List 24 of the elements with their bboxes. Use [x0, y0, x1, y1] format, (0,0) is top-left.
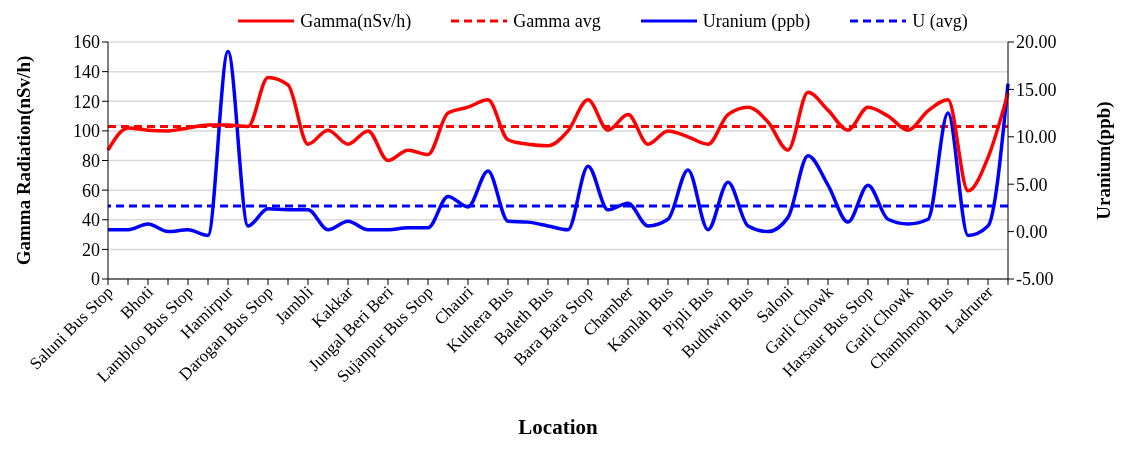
y2-tick-label: 20.00: [1016, 32, 1057, 53]
y-tick-label: 160: [73, 32, 100, 53]
y-tick-label: 100: [73, 121, 100, 142]
y2-tick-label: 10.00: [1016, 127, 1057, 148]
x-axis-title: Location: [518, 415, 598, 439]
y2-tick-label: -5.00: [1016, 269, 1054, 290]
line-series: [106, 49, 1010, 238]
line-series: [106, 75, 1010, 193]
y-tick-label: 40: [82, 210, 100, 231]
legend-label: Gamma(nSv/h): [300, 10, 412, 32]
y2-tick-label: 15.00: [1016, 79, 1057, 100]
legend-label: U (avg): [912, 10, 968, 32]
y-tick-label: 20: [82, 239, 100, 260]
y-tick-label: 80: [82, 150, 100, 171]
y2-tick-label: 5.00: [1016, 174, 1048, 195]
y2-axis-title: Uranium(ppb): [1092, 101, 1115, 220]
y-tick-label: 140: [73, 62, 100, 83]
y2-tick-label: 0.00: [1016, 221, 1048, 242]
y-tick-label: 0: [91, 269, 100, 290]
y-axis-title: Gamma Radiation(nSv/h): [12, 55, 35, 266]
legend-label: Uranium (ppb): [702, 10, 811, 32]
legend-label: Gamma avg: [513, 10, 601, 32]
y-tick-label: 60: [82, 180, 100, 201]
y-tick-label: 120: [73, 91, 100, 112]
